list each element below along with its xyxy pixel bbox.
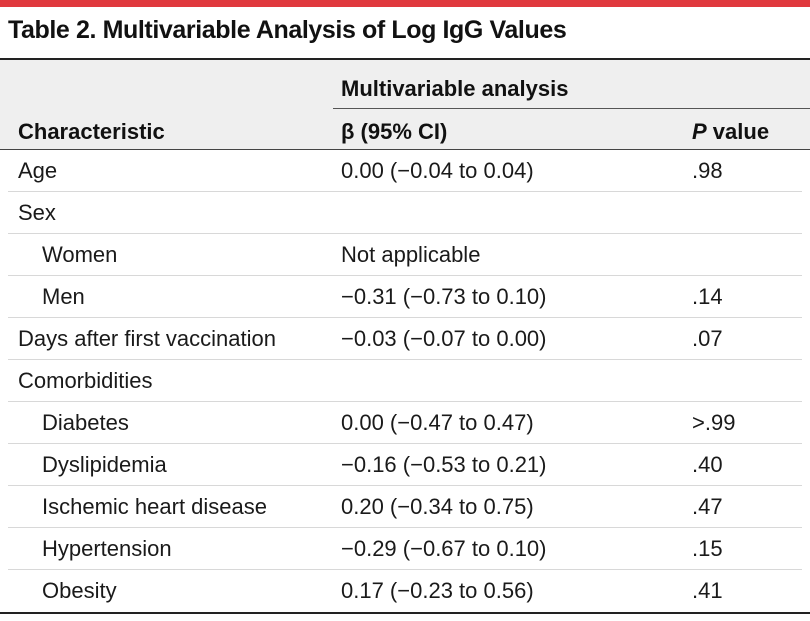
row-label: Diabetes: [42, 410, 129, 435]
row-label: Hypertension: [42, 536, 172, 561]
row-beta: 0.00 (−0.47 to 0.47): [341, 410, 534, 435]
row-beta: 0.17 (−0.23 to 0.56): [341, 578, 534, 603]
table-row: Men −0.31 (−0.73 to 0.10) .14: [0, 276, 810, 318]
row-divider: [8, 191, 802, 192]
row-label: Comorbidities: [18, 368, 153, 393]
bottom-rule: [0, 612, 810, 614]
table-row: Days after first vaccination −0.03 (−0.0…: [0, 318, 810, 360]
row-label: Sex: [18, 200, 56, 225]
table-row: Comorbidities: [0, 360, 810, 402]
table-row: Obesity 0.17 (−0.23 to 0.56) .41: [0, 570, 810, 612]
row-label: Days after first vaccination: [18, 326, 276, 351]
row-divider: [8, 485, 802, 486]
row-beta: 0.20 (−0.34 to 0.75): [341, 494, 534, 519]
row-divider: [8, 401, 802, 402]
row-divider: [8, 527, 802, 528]
row-p: .15: [692, 536, 723, 561]
row-p: .07: [692, 326, 723, 351]
header-p-value: P value: [692, 119, 769, 145]
row-label: Women: [42, 242, 118, 267]
table-row: Dyslipidemia −0.16 (−0.53 to 0.21) .40: [0, 444, 810, 486]
row-beta: 0.00 (−0.04 to 0.04): [341, 158, 534, 183]
row-label: Men: [42, 284, 85, 309]
header-p-letter: P: [692, 119, 707, 144]
row-label: Obesity: [42, 578, 117, 603]
row-beta: −0.16 (−0.53 to 0.21): [341, 452, 547, 477]
header-rule: [0, 149, 810, 150]
row-p: .98: [692, 158, 723, 183]
row-label: Ischemic heart disease: [42, 494, 267, 519]
table-row: Diabetes 0.00 (−0.47 to 0.47) >.99: [0, 402, 810, 444]
header-characteristic: Characteristic: [18, 119, 165, 144]
row-p: .40: [692, 452, 723, 477]
row-beta: −0.29 (−0.67 to 0.10): [341, 536, 547, 561]
row-beta: Not applicable: [341, 242, 481, 267]
header-p-word: value: [706, 119, 770, 144]
table-row: Ischemic heart disease 0.20 (−0.34 to 0.…: [0, 486, 810, 528]
table-row: Age 0.00 (−0.04 to 0.04) .98: [0, 150, 810, 192]
group-header-rule: [333, 108, 810, 109]
table-row: Women Not applicable: [0, 234, 810, 276]
table-header: [0, 60, 810, 150]
row-p: >.99: [692, 410, 736, 435]
row-divider: [8, 443, 802, 444]
table-title: Table 2. Multivariable Analysis of Log I…: [8, 16, 567, 44]
row-divider: [8, 359, 802, 360]
row-divider: [8, 317, 802, 318]
header-beta: β (95% CI): [341, 119, 448, 144]
row-p: .14: [692, 284, 723, 309]
row-divider: [8, 233, 802, 234]
row-divider: [8, 569, 802, 570]
row-label: Age: [18, 158, 58, 183]
row-p: .41: [692, 578, 723, 603]
row-p: .47: [692, 494, 723, 519]
table-row: Sex: [0, 192, 810, 234]
table-row: Hypertension −0.29 (−0.67 to 0.10) .15: [0, 528, 810, 570]
row-beta: −0.03 (−0.07 to 0.00): [341, 326, 547, 351]
row-label: Dyslipidemia: [42, 452, 167, 477]
row-divider: [8, 275, 802, 276]
top-rule: [0, 58, 810, 60]
row-beta: −0.31 (−0.73 to 0.10): [341, 284, 547, 309]
group-header: Multivariable analysis: [341, 76, 569, 101]
accent-bar: [0, 0, 810, 7]
